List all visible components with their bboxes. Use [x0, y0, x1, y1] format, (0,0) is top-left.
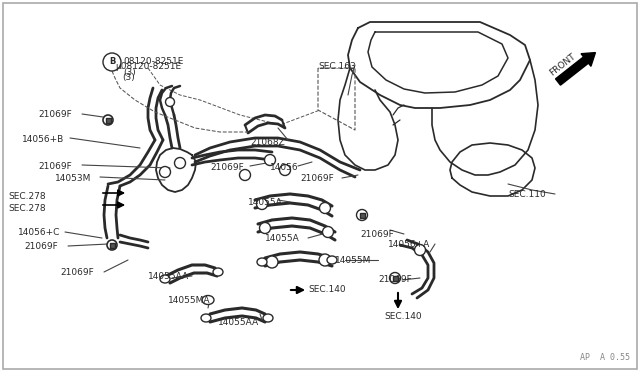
Bar	[109, 243, 115, 247]
Text: 08120-8251E: 08120-8251E	[123, 57, 184, 66]
Text: SEC.278: SEC.278	[8, 192, 45, 201]
Circle shape	[159, 167, 170, 177]
Text: 14056: 14056	[270, 163, 299, 172]
Circle shape	[257, 199, 268, 209]
Circle shape	[239, 170, 250, 180]
Text: 21069F: 21069F	[38, 110, 72, 119]
Circle shape	[166, 97, 175, 106]
Text: SEC.140: SEC.140	[384, 312, 422, 321]
Text: SEC.140: SEC.140	[308, 285, 346, 294]
Text: (3): (3)	[122, 73, 135, 82]
Text: 21069F: 21069F	[378, 275, 412, 284]
Bar	[106, 118, 111, 122]
Text: (3): (3)	[123, 68, 136, 77]
Text: 21069F: 21069F	[210, 163, 244, 172]
Circle shape	[415, 244, 426, 256]
Text: FRONT: FRONT	[548, 51, 577, 77]
Circle shape	[280, 164, 291, 176]
Circle shape	[390, 273, 401, 283]
Circle shape	[323, 227, 333, 237]
Circle shape	[319, 202, 330, 214]
Circle shape	[103, 115, 113, 125]
Text: 14055AA: 14055AA	[218, 318, 259, 327]
Text: 14055A: 14055A	[248, 198, 283, 207]
Circle shape	[259, 222, 271, 234]
Bar	[392, 276, 397, 280]
Circle shape	[264, 154, 275, 166]
Ellipse shape	[202, 295, 214, 305]
Bar	[360, 212, 365, 218]
Text: µ08120-8251E: µ08120-8251E	[115, 62, 181, 71]
Text: SEC.278: SEC.278	[8, 204, 45, 213]
FancyArrow shape	[556, 52, 595, 85]
Text: 21069F: 21069F	[24, 242, 58, 251]
Text: SEC.163: SEC.163	[318, 62, 356, 71]
Text: 14055AA: 14055AA	[148, 272, 189, 281]
Circle shape	[175, 157, 186, 169]
Text: 14056+B: 14056+B	[22, 135, 64, 144]
Text: 14056+C: 14056+C	[18, 228, 60, 237]
Circle shape	[319, 254, 331, 266]
Text: AP  A 0.55: AP A 0.55	[580, 353, 630, 362]
Text: 14055MA: 14055MA	[168, 296, 211, 305]
Ellipse shape	[257, 258, 267, 266]
Text: B: B	[109, 58, 115, 67]
Ellipse shape	[201, 314, 211, 322]
Text: 21069F: 21069F	[300, 174, 333, 183]
Ellipse shape	[263, 314, 273, 322]
Text: 14055A: 14055A	[265, 234, 300, 243]
Circle shape	[356, 209, 367, 221]
Text: 14053M: 14053M	[55, 174, 92, 183]
Text: 21069F: 21069F	[60, 268, 93, 277]
Circle shape	[107, 240, 117, 250]
Text: 21069F: 21069F	[38, 162, 72, 171]
Text: 14056+A: 14056+A	[388, 240, 430, 249]
Text: 14055M: 14055M	[335, 256, 371, 265]
Ellipse shape	[213, 268, 223, 276]
Circle shape	[266, 256, 278, 268]
Text: 21068Z: 21068Z	[250, 138, 285, 147]
Text: SEC.110: SEC.110	[508, 190, 546, 199]
Ellipse shape	[327, 256, 337, 264]
Text: 21069F: 21069F	[360, 230, 394, 239]
Circle shape	[103, 53, 121, 71]
Ellipse shape	[160, 275, 170, 283]
